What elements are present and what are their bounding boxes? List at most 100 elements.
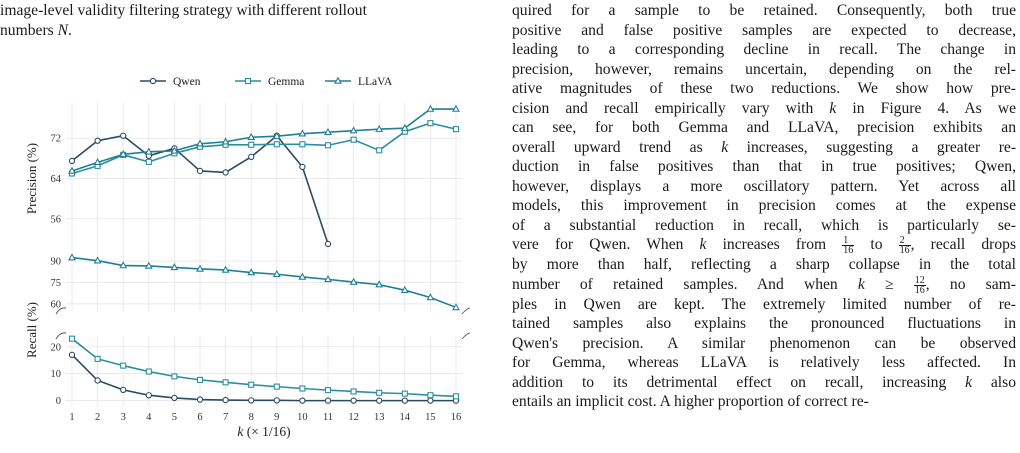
precision-llava-point — [452, 104, 460, 112]
right-text-line: duction in false positives than that in … — [512, 158, 1016, 175]
recall-qwen-line — [71, 354, 456, 402]
left-text-line-2-prefix: numbers — [0, 21, 58, 39]
recall-gemma-point — [248, 381, 255, 388]
x-tick-label: 10 — [297, 412, 308, 423]
right-text-line: of a substantial reduction in recall, wh… — [512, 216, 1016, 234]
recall-qwen-point — [401, 397, 408, 404]
precision-qwen-point — [196, 167, 204, 175]
precision-gemma-point — [452, 126, 460, 133]
right-text-line: number of retained samples. And when k ≥… — [512, 274, 1016, 296]
precision-llava-point — [247, 132, 256, 140]
precision-gemma-point — [350, 136, 357, 143]
axis-break-mark — [461, 307, 470, 315]
right-text-line: however, displays a more oscillatory pat… — [512, 177, 1016, 195]
x-tick-label: 6 — [197, 412, 202, 423]
right-text-line: precision, however, remains uncertain, d… — [512, 60, 1016, 78]
left-column-text: image-level validity filtering strategy … — [0, 1, 492, 40]
recall-llava-point — [119, 261, 128, 269]
left-text-line-2-suffix: . — [68, 21, 72, 39]
right-text-line: models, this improvement in precision co… — [512, 197, 1016, 214]
precision-llava-point — [375, 124, 384, 132]
precision-tick-label: 56 — [51, 214, 62, 225]
recall-gemma-point — [427, 392, 434, 399]
recall-lower-tick-label: 10 — [51, 369, 62, 380]
x-tick-label: 9 — [274, 412, 279, 423]
recall-qwen-point — [120, 386, 127, 393]
precision-llava-point — [298, 129, 307, 137]
precision-tick-label: 64 — [51, 174, 62, 185]
recall-llava-point — [144, 261, 153, 269]
precision-llava-point — [272, 131, 281, 139]
recall-llava-point — [247, 268, 256, 276]
x-tick-label: 2 — [95, 412, 100, 423]
right-text-line: overall upward trend as k increases, sug… — [512, 138, 1017, 156]
right-text-line: entails an implicit cost. A higher propo… — [512, 393, 869, 410]
precision-llava-point — [93, 158, 102, 166]
recall-qwen-point — [324, 397, 332, 404]
recall-upper-tick-label: 60 — [51, 299, 62, 310]
precision-gemma-point — [376, 147, 383, 154]
rollout-variable: N — [57, 21, 69, 39]
recall-llava-point — [298, 272, 307, 280]
precision-llava-point — [119, 150, 128, 158]
recall-lower-tick-label: 0 — [56, 396, 61, 407]
recall-gemma-point — [376, 389, 383, 396]
precision-llava-point — [221, 137, 230, 145]
precision-llava-point — [324, 127, 332, 135]
left-text-line-2: numbers N. — [0, 21, 492, 41]
recall-gemma-point — [145, 368, 152, 375]
recall-qwen-point — [273, 397, 280, 404]
precision-gemma-point — [324, 142, 332, 149]
x-tick-label: 1 — [69, 412, 74, 423]
recall-qwen-point — [145, 392, 152, 399]
precision-gemma-point — [273, 141, 280, 148]
recall-qwen-point — [68, 351, 76, 358]
recall-gemma-line — [71, 338, 457, 398]
precision-llava-point — [144, 147, 153, 155]
recall-qwen-point — [376, 397, 383, 404]
axis-break-mark — [461, 332, 470, 340]
recall-gemma-point — [324, 387, 332, 394]
right-text-line: tained samples also explains the pronoun… — [512, 315, 1016, 332]
left-text-line-1: image-level validity filtering strategy … — [0, 2, 367, 19]
precision-llava-point — [400, 123, 409, 131]
legend-qwen-marker — [149, 77, 157, 85]
recall-gemma-point — [68, 335, 76, 342]
right-text-line: ples in Qwen are kept. The extremely lim… — [512, 295, 1016, 313]
legend-gemma-label: Gemma — [268, 76, 304, 88]
right-text-line: by more than half, reflecting a sharp co… — [512, 256, 1016, 273]
recall-qwen-point — [171, 394, 178, 402]
recall-upper-tick-label: 90 — [51, 257, 62, 268]
right-text-line: quired for a sample to be retained. Cons… — [512, 2, 1016, 19]
recall-llava-point — [170, 263, 179, 271]
recall-qwen-point — [222, 396, 229, 404]
recall-llava-point — [349, 277, 358, 285]
recall-llava-point — [93, 256, 102, 264]
precision-qwen-point — [68, 157, 76, 165]
recall-gemma-point — [171, 373, 178, 380]
axis-break-mark — [55, 332, 67, 340]
right-text-line: can see, for both Gemma and LLaVA, preci… — [512, 119, 1016, 136]
right-text-line: for Gemma, whereas LLaVA is relatively l… — [512, 354, 1016, 371]
x-tick-label: 7 — [223, 412, 228, 423]
recall-llava-point — [68, 253, 76, 261]
precision-qwen-point — [248, 153, 255, 161]
x-tick-label: 4 — [146, 412, 152, 423]
recall-qwen-point — [248, 397, 255, 404]
recall-gemma-point — [120, 362, 127, 369]
x-tick-label: 5 — [172, 412, 177, 423]
recall-gemma-point — [452, 393, 460, 400]
legend-qwen-label: Qwen — [173, 76, 201, 88]
recall-qwen-point — [196, 396, 204, 403]
recall-llava-point — [221, 265, 230, 273]
precision-qwen-point — [120, 132, 127, 139]
recall-gemma-point — [350, 388, 357, 395]
x-tick-label: 16 — [451, 412, 462, 423]
x-tick-label: 13 — [374, 412, 385, 423]
precision-qwen-point — [324, 240, 332, 248]
right-text-line: ative magnitudes of these two reductions… — [512, 80, 1016, 97]
precision-axis-label: Precision (%) — [24, 143, 39, 214]
legend-llava-marker — [334, 76, 342, 84]
x-axis-label: k (× 1/16) — [237, 424, 290, 439]
